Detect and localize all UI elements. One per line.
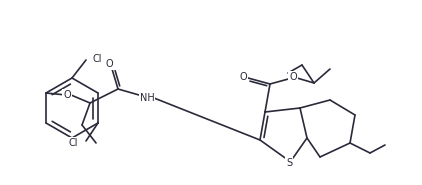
Text: O: O [239, 72, 247, 82]
Text: NH: NH [140, 93, 154, 103]
Text: Cl: Cl [68, 138, 78, 148]
Text: O: O [63, 90, 71, 100]
Text: Cl: Cl [92, 54, 102, 64]
Text: S: S [286, 158, 292, 168]
Text: O: O [289, 72, 297, 82]
Text: O: O [105, 59, 113, 69]
